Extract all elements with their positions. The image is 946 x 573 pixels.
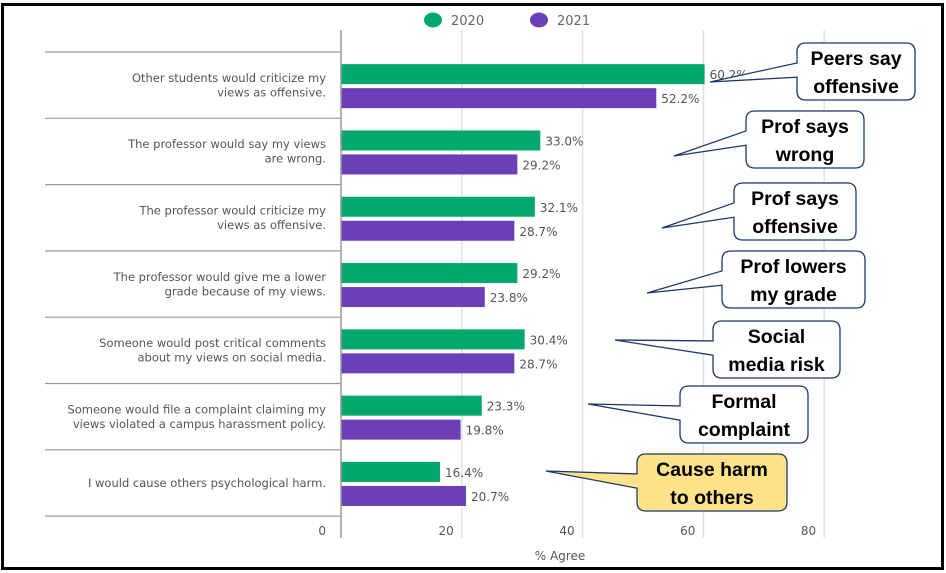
value-label-2021: 28.7% <box>519 357 557 371</box>
callout-text: Prof says <box>751 188 839 210</box>
callout-3: Prof says offensive <box>661 182 857 241</box>
value-label-2021: 28.7% <box>519 225 557 239</box>
callout-box <box>614 320 841 379</box>
x-tick-label-40: 40 <box>559 524 574 538</box>
value-label-2021: 19.8% <box>466 424 504 438</box>
legend-label-2020: 2020 <box>451 14 484 29</box>
x-axis-title: % Agree <box>535 549 585 563</box>
category-label: The professor would criticize my <box>138 204 326 218</box>
callout-text: Social <box>748 326 805 348</box>
value-label-2020: 23.3% <box>487 400 525 414</box>
callout-text: Formal <box>711 391 776 413</box>
bar-2020 <box>341 461 441 482</box>
value-label-2020: 16.4% <box>445 466 483 480</box>
row-separators <box>45 51 341 517</box>
callout-text: media risk <box>728 354 825 376</box>
callout-text: Prof says <box>761 116 849 138</box>
value-label-2020: 29.2% <box>522 267 560 281</box>
legend-marker-2021 <box>530 12 548 28</box>
category-label: about my views on social media. <box>137 351 326 365</box>
callout-text: to others <box>670 487 754 509</box>
category-label: Someone would file a complaint claiming … <box>67 402 326 416</box>
callout-box <box>545 453 788 512</box>
callout-text: Cause harm <box>656 459 768 481</box>
value-label-2021: 20.7% <box>471 490 509 504</box>
value-label-2020: 30.4% <box>530 333 568 347</box>
x-tick-label-60: 60 <box>680 524 695 538</box>
value-labels: 60.2%52.2%33.0%29.2%32.1%28.7%29.2%23.8%… <box>445 68 748 504</box>
bar-2020 <box>341 395 482 416</box>
category-label: I would cause others psychological harm. <box>88 476 326 490</box>
callout-box <box>673 110 865 169</box>
callout-7: Cause harm to others <box>545 453 788 512</box>
bar-2021 <box>341 287 485 308</box>
callout-2: Prof says wrong <box>673 110 865 169</box>
x-tick-label-0: 0 <box>318 524 326 538</box>
bar-2020 <box>341 64 705 85</box>
bar-2020 <box>341 263 518 284</box>
callout-text: my grade <box>750 284 837 306</box>
category-label: grade because of my views. <box>165 284 326 298</box>
callout-text: complaint <box>698 419 791 441</box>
callout-box <box>587 385 809 444</box>
callout-5: Social media risk <box>614 320 841 379</box>
category-label: views as offensive. <box>217 218 326 232</box>
bar-2021 <box>341 88 657 109</box>
value-label-2021: 29.2% <box>522 158 560 172</box>
bars <box>341 64 705 506</box>
callout-text: wrong <box>775 144 835 166</box>
callout-box <box>709 42 916 101</box>
category-label: views violated a campus harassment polic… <box>73 417 326 431</box>
x-tick-label-20: 20 <box>439 524 454 538</box>
legend-marker-2020 <box>424 12 442 28</box>
bar-2021 <box>341 485 467 506</box>
bar-2020 <box>341 329 525 350</box>
callout-1: Peers say offensive <box>709 42 916 101</box>
value-label-2021: 23.8% <box>490 291 528 305</box>
category-label: The professor would say my views <box>127 137 326 151</box>
category-label: Other students would criticize my <box>132 71 326 85</box>
callout-text: offensive <box>752 216 838 238</box>
category-label: Someone would post critical comments <box>99 336 326 350</box>
callout-text: offensive <box>813 76 899 98</box>
value-label-2020: 33.0% <box>545 134 583 148</box>
bar-2021 <box>341 220 515 241</box>
callout-4: Prof lowers my grade <box>646 250 866 309</box>
callout-box <box>661 182 857 241</box>
value-label-2021: 52.2% <box>661 92 699 106</box>
bar-2020 <box>341 196 535 217</box>
callout-box <box>646 250 866 309</box>
callout-text: Peers say <box>810 48 901 70</box>
callout-6: Formal complaint <box>587 385 809 444</box>
bar-2021 <box>341 353 515 374</box>
value-label-2020: 32.1% <box>540 201 578 215</box>
legend-label-2021: 2021 <box>557 14 590 29</box>
category-label: The professor would give me a lower <box>113 270 327 284</box>
bar-2021 <box>341 419 461 440</box>
category-label: views as offensive. <box>217 85 326 99</box>
callout-text: Prof lowers <box>740 256 846 278</box>
bar-2020 <box>341 130 541 151</box>
bar-2021 <box>341 154 518 175</box>
x-tick-label-80: 80 <box>801 524 816 538</box>
legend: 2020 2021 <box>424 12 590 29</box>
x-tick-labels: 0 20 40 60 80 <box>318 524 816 538</box>
category-label: are wrong. <box>265 152 326 166</box>
